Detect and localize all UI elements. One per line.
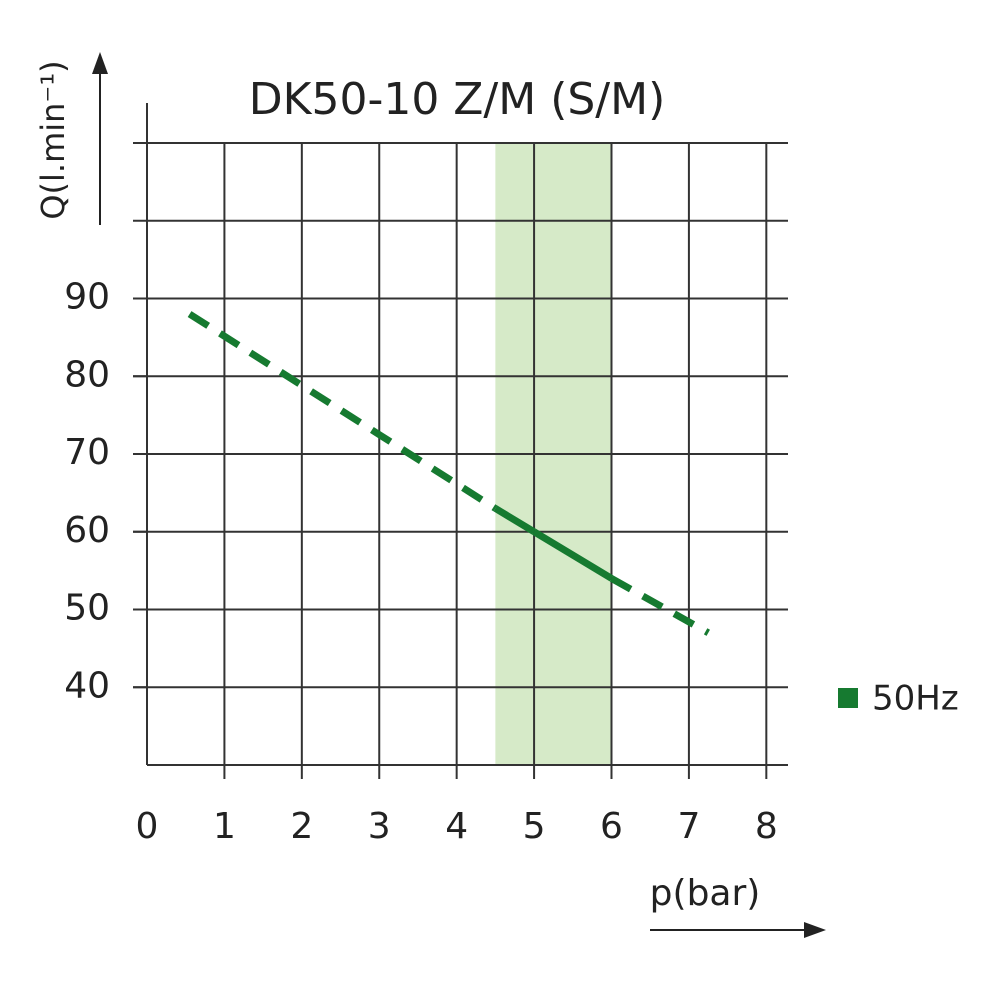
series-line: [493, 505, 536, 535]
y-tick-label: 40: [64, 665, 110, 706]
y-tick-label: 50: [64, 588, 110, 629]
x-arrow-head: [804, 922, 826, 938]
y-axis-label: Q(l.min⁻¹): [34, 60, 72, 219]
y-tick-label: 90: [64, 277, 110, 318]
series-line: [532, 528, 614, 582]
legend-swatch: [838, 688, 858, 708]
x-tick-label: 1: [213, 806, 236, 847]
x-tick-label: 0: [136, 806, 159, 847]
x-tick-label: 7: [677, 806, 700, 847]
x-tick-label: 3: [368, 806, 391, 847]
x-tick-label: 8: [755, 806, 778, 847]
x-tick-label: 6: [600, 806, 623, 847]
chart-title: DK50-10 Z/M (S/M): [249, 74, 666, 125]
x-axis-label: p(bar): [650, 873, 761, 914]
legend-label: 50Hz: [872, 679, 959, 719]
x-tick-label: 2: [290, 806, 313, 847]
y-tick-label: 60: [64, 510, 110, 551]
y-tick-label: 80: [64, 354, 110, 395]
x-tick-label: 5: [523, 806, 546, 847]
x-tick-label: 4: [445, 806, 468, 847]
y-tick-label: 70: [64, 432, 110, 473]
y-arrow-head: [92, 52, 108, 74]
series-line: [187, 311, 498, 512]
series-line: [609, 575, 710, 636]
